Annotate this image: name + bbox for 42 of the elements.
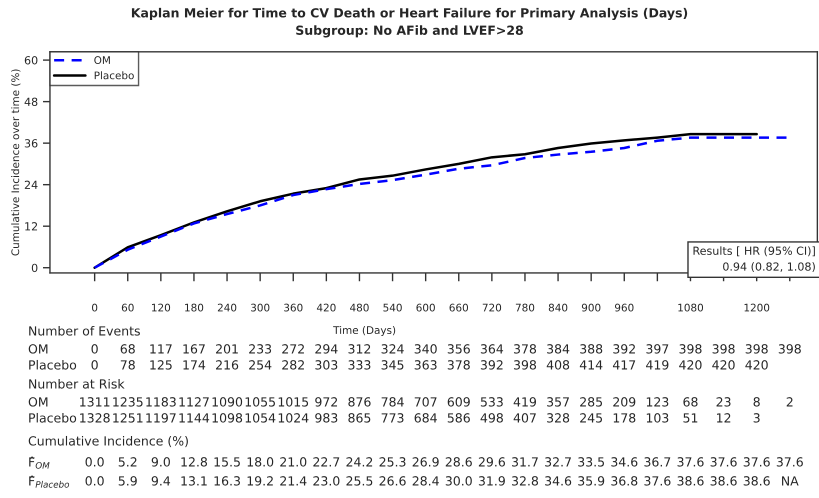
text: Placebo 1328 1251 1197 1144 1098 1054 1024 983 865 773 684 586 498 407 328 245 178 103 51 12 3 <box>29 412 760 423</box>
annotation: 0.94 (0.82, 1.08) <box>723 262 815 272</box>
text: F̂$_{OM}$ 0.0 5.2 9.0 12.8 15.5 18.0 21.0 22.7 24.2 25.3 26.9 28.6 29.6 31.7 32.7 33.5 34.6 36.7 37.6 37.6 37.6 37.6 <box>29 456 803 469</box>
text: Number of Events <box>29 326 140 336</box>
x-tick-label: 120 <box>152 304 170 312</box>
text: OM 1311 1235 1183 1127 1090 1055 1015 972 876 784 707 609 533 419 357 285 209 123 68 23 8 2 <box>28 397 792 407</box>
y-tick-label: 48 <box>24 98 38 106</box>
y-tick-label: 60 <box>24 56 38 64</box>
y-tick-label: 0 <box>32 264 38 272</box>
x-tick-label: 420 <box>316 304 336 312</box>
x-tick-label: 360 <box>284 304 303 312</box>
x-tick-label: 180 <box>185 304 204 312</box>
x-tick-label: 240 <box>218 304 236 312</box>
text: Cumulative Incidence (%) <box>28 436 188 448</box>
text: F̂$_{Placebo}$ 0.0 5.9 9.4 13.1 16.3 19.2 21.4 23.0 25.5 26.6 28.4 30.0 31.9 32.8 34.6 35.9 36.8 37.6 38.6 38.6 38.6 NA <box>29 476 799 488</box>
x-tick-label: 60 <box>122 304 134 312</box>
x-tick-label: 1080 <box>678 304 704 312</box>
x-tick-label: 540 <box>383 304 402 312</box>
x-tick-label: 720 <box>482 304 502 312</box>
x-axis-title: Time (Days) <box>333 326 396 336</box>
x-tick-label: 1200 <box>744 304 770 312</box>
text: Placebo 0 78 125 174 216 254 282 303 333 345 363 378 392 398 408 414 417 419 420 420 420 <box>29 360 768 370</box>
x-tick-label: 960 <box>614 304 634 312</box>
x-tick-label: 900 <box>582 304 600 312</box>
x-tick-label: 0 <box>92 304 98 312</box>
y-axis-title: Cumulative Incidence over time (%) <box>11 69 20 256</box>
chart-subtitle: Subgroup: No AFib and LVEF>28 <box>296 25 523 38</box>
y-tick-label: 24 <box>24 180 38 189</box>
chart-title: Kaplan Meier for Time to CV Death or Heart Failure for Primary Analysis (Days) <box>132 8 688 20</box>
x-tick-label: 780 <box>516 304 534 312</box>
x-tick-label: 300 <box>251 304 270 312</box>
x-tick-label: 840 <box>548 304 568 312</box>
x-tick-label: 480 <box>350 304 369 312</box>
legend-label: Placebo <box>94 71 134 80</box>
text: OM 0 68 117 167 201 233 272 294 312 324 340 356 364 378 384 388 392 397 398 398 398 398 <box>28 344 801 354</box>
y-tick-label: 12 <box>25 222 38 230</box>
legend-label: OM <box>94 56 110 64</box>
y-tick-label: 36 <box>24 139 38 148</box>
text: Number at Risk <box>29 378 125 389</box>
x-tick-label: 600 <box>416 304 435 312</box>
annotation: Results [ HR (95% CI)] <box>694 246 815 256</box>
x-tick-label: 660 <box>450 304 468 312</box>
